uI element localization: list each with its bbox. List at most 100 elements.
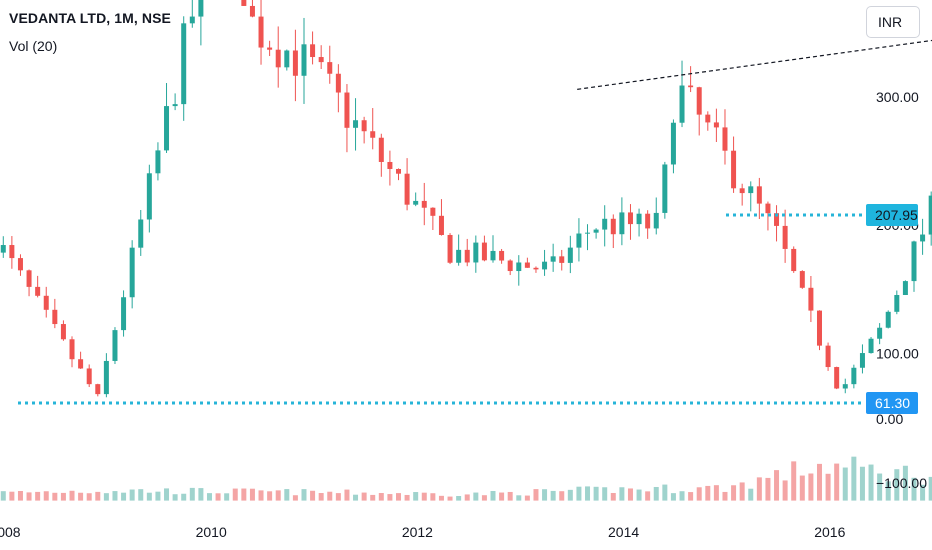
volume-bar	[146, 492, 152, 501]
volume-bar	[859, 466, 865, 501]
candle-body	[731, 150, 737, 189]
candle-body	[464, 249, 470, 263]
volume-bar	[688, 492, 694, 501]
volume-bar	[318, 493, 324, 501]
volume-bar	[404, 494, 410, 501]
candle-body	[559, 256, 565, 263]
candle-body	[602, 218, 608, 230]
volume-bar	[791, 461, 797, 501]
volume-bar	[585, 486, 591, 501]
volume-tick-label: −100.00	[876, 475, 927, 491]
volume-bar	[705, 485, 711, 501]
volume-bar	[799, 475, 805, 501]
candle-body	[241, 0, 247, 6]
volume-bar	[550, 490, 556, 501]
candle-body	[344, 92, 350, 128]
volume-bar	[17, 491, 23, 501]
volume-bar	[232, 488, 238, 501]
level-tag-mid: 207.95	[875, 207, 918, 223]
volume-bar	[129, 489, 135, 501]
candle-body	[619, 212, 625, 235]
candle-body	[267, 47, 273, 50]
candle-body	[292, 50, 298, 76]
volume-bar	[559, 491, 565, 501]
volume-bar	[911, 477, 917, 501]
volume-bar	[206, 493, 212, 501]
candle-body	[851, 367, 857, 385]
volume-bar	[181, 493, 187, 501]
candle-body	[103, 360, 109, 395]
candle-body	[138, 219, 144, 248]
candle-body	[722, 127, 728, 151]
volume-bar	[507, 491, 513, 501]
volume-bar	[868, 464, 874, 501]
volume-bar	[60, 492, 66, 501]
candle-body	[894, 294, 900, 312]
volume-bar	[121, 492, 127, 501]
candle-body	[0, 245, 6, 253]
volume-bar	[353, 494, 359, 501]
volume-bar	[421, 492, 427, 501]
volume-bar	[670, 493, 676, 501]
candle-body	[524, 262, 530, 268]
candle-body	[825, 345, 831, 368]
volume-bar	[361, 492, 367, 501]
candle-body	[181, 23, 187, 105]
level-lines	[18, 39, 932, 405]
volume-bar	[610, 492, 616, 501]
candle-body	[808, 287, 814, 311]
candle-body	[52, 309, 58, 325]
candle-body	[499, 250, 505, 261]
candle-body	[353, 120, 359, 128]
volume-bar	[782, 480, 788, 501]
candle-body	[112, 330, 118, 361]
volume-indicator-label[interactable]: Vol (20)	[9, 38, 58, 54]
candle-body	[885, 311, 891, 328]
candle-body	[95, 384, 101, 395]
candle-body	[774, 213, 780, 226]
candle-body	[490, 250, 496, 261]
volume-bar	[885, 481, 891, 501]
trendline	[577, 39, 932, 90]
volume-bar	[739, 482, 745, 501]
candle-body	[713, 122, 719, 128]
volume-bar	[662, 484, 668, 501]
candle-body	[301, 44, 307, 76]
candle-body	[662, 164, 668, 213]
volume-bar	[172, 494, 178, 501]
time-tick-label: 2010	[196, 524, 227, 540]
candle-body	[567, 247, 573, 263]
price-tick-label: 100.00	[876, 345, 919, 361]
volume-bar	[292, 495, 298, 501]
volume-bar	[387, 494, 393, 501]
volume-bar	[86, 493, 92, 501]
volume-bar	[395, 493, 401, 501]
volume-bar	[765, 477, 771, 501]
candle-body	[327, 62, 333, 74]
candle-body	[765, 203, 771, 214]
volume-bar	[593, 486, 599, 501]
level-tag-mid-bg	[866, 204, 918, 227]
currency-button[interactable]: INR	[866, 6, 920, 38]
volume-bar	[456, 496, 462, 501]
candle-body	[335, 73, 341, 93]
candle-body	[920, 234, 926, 242]
candle-body	[43, 295, 49, 310]
candle-body	[748, 186, 754, 194]
volume-bar	[327, 491, 333, 501]
volume-bar	[370, 494, 376, 501]
symbol-title[interactable]: VEDANTA LTD, 1M, NSE	[9, 10, 171, 26]
candle-body	[456, 249, 462, 263]
candle-body	[17, 258, 23, 271]
candle-body	[78, 359, 84, 369]
candle-body	[653, 212, 659, 229]
volume-bar	[112, 491, 118, 501]
candle-body	[473, 242, 479, 263]
candle-body	[739, 188, 745, 194]
volume-bar	[516, 495, 522, 501]
volume-bar	[756, 477, 762, 501]
candle-body	[26, 270, 32, 287]
candle-body	[859, 353, 865, 368]
volume-bar	[842, 467, 848, 501]
